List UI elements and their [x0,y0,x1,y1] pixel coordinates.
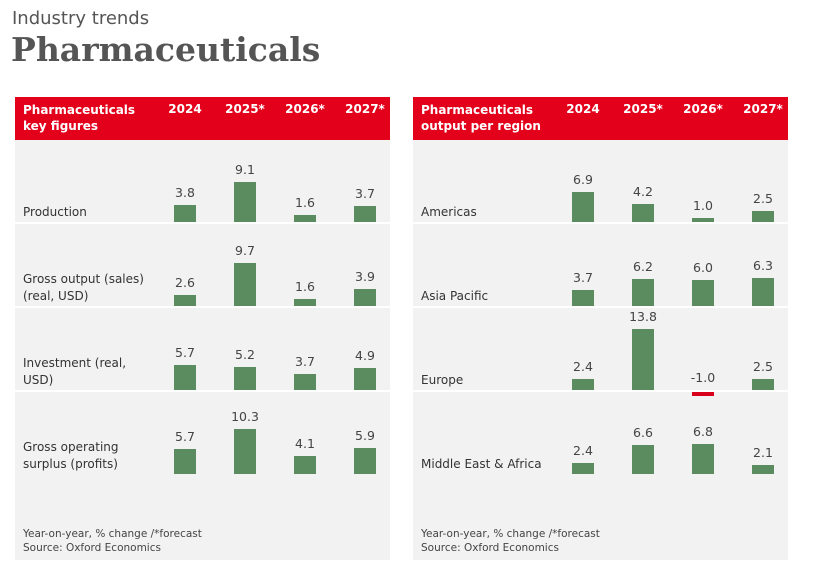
value-label: 10.3 [231,408,259,424]
panel-header: Pharmaceuticals key figures 2024 2025* 2026… [15,97,390,140]
value-label: 5.9 [355,428,375,444]
value-label: 2.5 [753,191,773,206]
row-label: Americas [421,205,477,219]
source: Source: Oxford Economics [23,542,161,554]
value-label: 5.7 [175,344,195,360]
source: Source: Oxford Economics [421,542,559,554]
row-label: Europe [421,373,464,387]
bar [632,329,654,390]
bar [572,191,594,222]
bar [294,455,316,474]
page-title: Pharmaceuticals [11,30,321,69]
value-label: 2.4 [573,359,593,375]
value-label: 9.7 [235,243,255,259]
bar [752,464,774,474]
column-label: 2026* [285,102,325,116]
value-label: 3.9 [355,268,375,284]
bar [692,217,714,222]
value-label: 13.8 [629,309,657,325]
value-label: 6.9 [573,171,593,187]
bar [692,444,714,474]
bar [632,278,654,306]
bar [174,294,196,306]
bar [294,373,316,390]
bar [354,288,376,306]
column-label: 2027* [345,102,385,116]
value-label: 4.2 [633,183,653,199]
column-label: 2027* [743,102,783,116]
bar [752,278,774,306]
value-label: 6.2 [633,258,653,274]
value-label: 3.7 [355,185,375,201]
value-label: 4.1 [295,435,315,451]
bar [354,205,376,222]
bar [572,379,594,390]
note: Year-on-year, % change /*forecast [23,528,202,540]
bar [572,463,594,474]
column-label: 2025* [623,102,663,116]
value-label: 2.6 [175,274,195,290]
row-label: Gross operating surplus (profits) [23,440,119,471]
bar [692,279,714,306]
bar [752,379,774,390]
panel-title: Pharmaceuticals output per region [421,103,541,133]
value-label: 5.7 [175,428,195,444]
bar [294,214,316,222]
bar [174,364,196,390]
value-label: 6.0 [693,259,713,275]
panel: Pharmaceuticals key figures 2024 2025* 2026… [15,97,390,560]
bar [234,367,256,390]
row-divider [413,306,788,308]
bar [632,444,654,474]
bar [572,289,594,306]
bar [692,392,714,397]
column-label: 2024 [566,102,600,116]
bar [234,428,256,474]
row-label: Middle East & Africa [421,457,542,471]
panel: Pharmaceuticals output per region 2024 202… [413,97,788,560]
value-label: -1.0 [690,370,716,385]
row-label: Investment (real, USD) [23,356,127,387]
column-label: 2024 [168,102,202,116]
row-divider [15,306,390,308]
value-label: 2.4 [573,443,593,459]
value-label: 6.8 [693,424,713,440]
row-divider [15,222,390,224]
value-label: 1.6 [295,194,315,210]
value-label: 2.5 [753,359,773,374]
bar [632,203,654,222]
bar [294,298,316,306]
note: Year-on-year, % change /*forecast [421,528,600,540]
value-label: 2.1 [753,444,773,460]
column-label: 2026* [683,102,723,116]
row-label: Production [23,205,87,219]
column-label: 2025* [225,102,265,116]
bar [752,211,774,222]
value-label: 3.7 [573,269,593,285]
bar [234,181,256,222]
value-label: 3.7 [295,353,315,369]
value-label: 1.6 [295,278,315,294]
bar [234,263,256,306]
value-label: 9.1 [235,161,255,177]
row-divider [413,222,788,224]
bar [174,448,196,474]
value-label: 4.9 [355,348,375,364]
value-label: 6.3 [753,258,773,274]
panel-title: Pharmaceuticals key figures [23,103,136,133]
panel-header: Pharmaceuticals output per region 2024 202… [413,97,788,140]
bar [354,368,376,390]
value-label: 1.0 [693,197,713,213]
row-divider [15,390,390,392]
kicker: Industry trends [12,8,150,29]
bar [174,205,196,222]
row-divider [413,390,788,392]
row-label: Gross output (sales) (real, USD) [23,272,144,303]
value-label: 6.6 [633,424,653,440]
value-label: 5.2 [235,347,255,363]
value-label: 3.8 [175,185,195,201]
bar [354,448,376,474]
row-label: Asia Pacific [421,289,489,303]
